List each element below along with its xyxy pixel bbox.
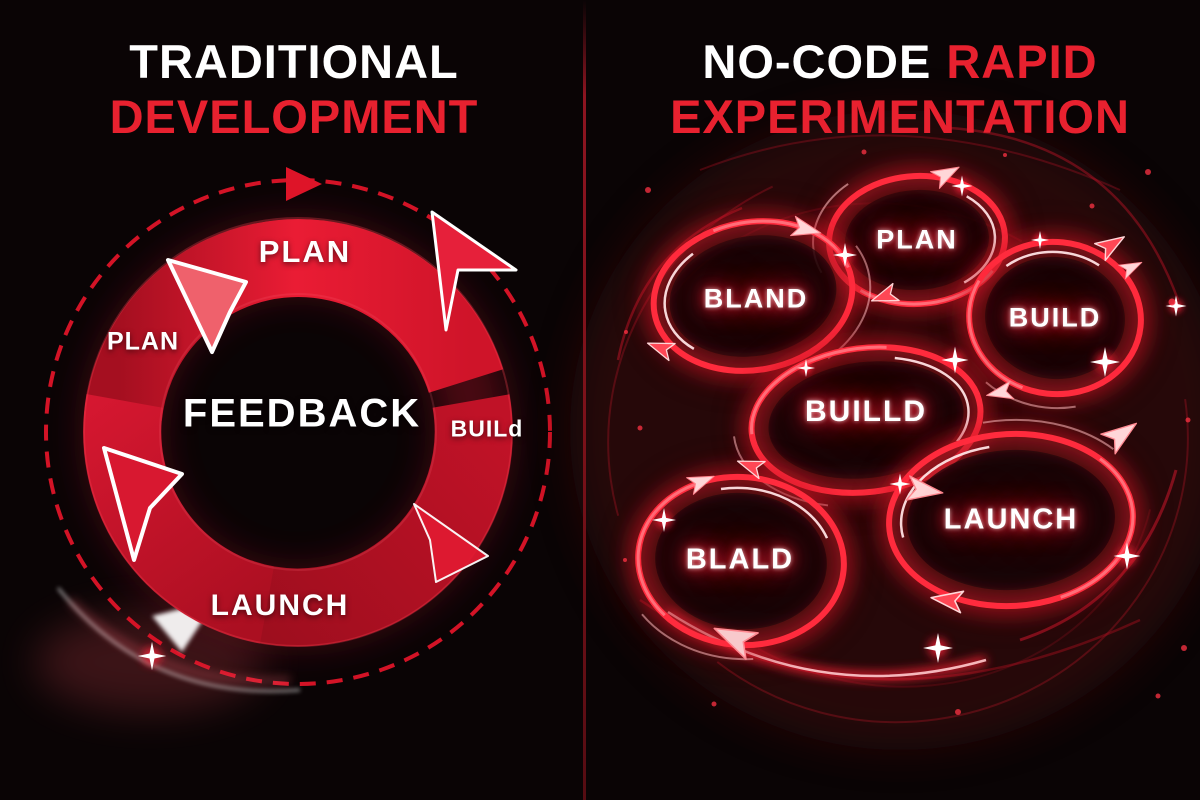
loop-label-launch: LAUNCH	[943, 503, 1079, 536]
left-title: TRADITIONAL DEVELOPMENT	[0, 34, 588, 145]
cycle-label-feedback: FEEDBACK	[182, 391, 422, 436]
left-title-line1: TRADITIONAL	[129, 35, 459, 88]
rapid-loops-artwork	[570, 110, 1200, 750]
cycle-ring	[83, 217, 513, 647]
cycle-arrow-icon-top-left	[166, 258, 248, 354]
loop-label-builld: BUILLD	[805, 395, 927, 428]
cycle-label-launch: LAUNCH	[210, 589, 350, 622]
traditional-cycle-artwork	[35, 167, 552, 712]
right-title-line2: EXPERIMENTATION	[670, 90, 1130, 144]
loop-label-blald: BLALD	[685, 543, 795, 576]
panel-divider	[583, 0, 586, 800]
neon-loop-bland	[634, 205, 872, 387]
right-title-line1-red: RAPID	[946, 35, 1098, 88]
cycle-label-plan-left: PLAN	[106, 327, 180, 356]
right-title: NO-CODE RAPID EXPERIMENTATION	[600, 34, 1200, 145]
cycle-arrow-icon-top-right	[430, 210, 518, 332]
cycle-label-plan-top: PLAN	[258, 234, 352, 269]
neon-loop-blald	[619, 461, 863, 661]
loop-label-bland: BLAND	[703, 283, 809, 314]
orbit-arrow-icon	[286, 167, 322, 201]
loop-label-plan: PLAN	[876, 224, 958, 255]
neon-loop-launch	[870, 418, 1152, 622]
cycle-arrow-icon-bottom-left	[102, 446, 184, 562]
particles	[623, 149, 1191, 715]
right-title-line1: NO-CODE RAPID	[600, 34, 1200, 89]
cycle-label-build: BUILd	[450, 415, 524, 442]
loop-label-build: BUILD	[1008, 302, 1102, 333]
cycle-arrow-icon-inner-right	[413, 503, 489, 583]
right-title-line1-white: NO-CODE	[702, 35, 932, 88]
neon-loop-build	[953, 226, 1157, 410]
left-title-line2: DEVELOPMENT	[109, 90, 479, 144]
